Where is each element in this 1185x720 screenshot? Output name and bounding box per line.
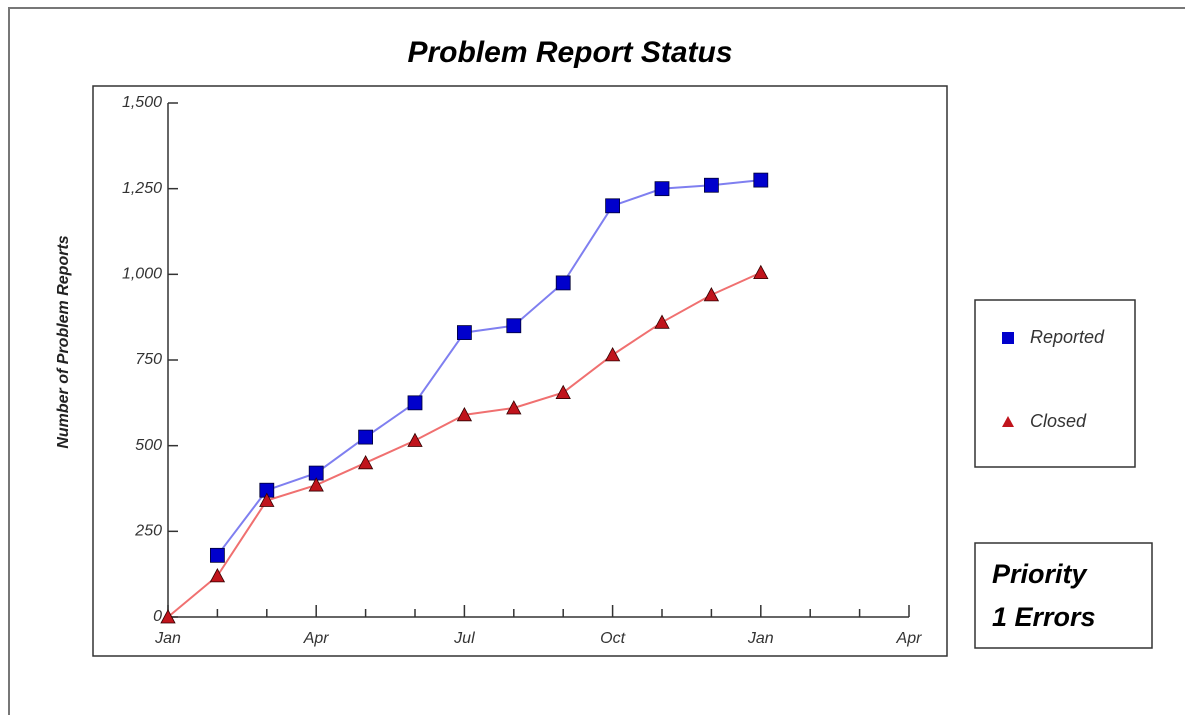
legend-label: Closed xyxy=(1030,411,1087,431)
y-tick-label: 750 xyxy=(135,351,162,368)
data-point xyxy=(209,547,225,563)
data-point xyxy=(654,314,670,329)
x-tick-label: Jan xyxy=(747,630,774,647)
y-tick-label: 1,000 xyxy=(122,266,162,283)
x-tick-label: Apr xyxy=(896,630,923,647)
y-axis-label: Number of Problem Reports xyxy=(55,235,72,448)
chart-title: Problem Report Status xyxy=(407,36,732,69)
data-point xyxy=(604,347,621,362)
x-tick-label: Jan xyxy=(154,630,181,647)
annotation-line: Priority xyxy=(992,559,1089,589)
annotation-line: 1 Errors xyxy=(992,602,1096,632)
data-point xyxy=(456,325,472,340)
data-point xyxy=(753,172,769,188)
series-line xyxy=(216,179,761,556)
y-tick-label: 250 xyxy=(134,523,162,540)
data-point xyxy=(753,264,769,280)
data-point xyxy=(357,454,374,470)
data-point xyxy=(160,609,176,624)
data-point xyxy=(703,287,720,302)
data-point xyxy=(308,477,324,492)
data-point xyxy=(605,198,620,214)
legend-label: Reported xyxy=(1030,327,1105,347)
legend-box xyxy=(974,299,1136,468)
data-point xyxy=(407,395,423,411)
data-point xyxy=(456,406,473,422)
data-point xyxy=(506,318,522,334)
data-point xyxy=(555,275,571,291)
legend-marker xyxy=(1002,332,1014,344)
data-point xyxy=(654,181,670,197)
x-tick-label: Jul xyxy=(453,630,475,647)
data-point xyxy=(704,177,719,193)
y-tick-label: 1,500 xyxy=(122,94,162,111)
data-point xyxy=(209,568,226,583)
plot-frame xyxy=(92,85,948,657)
x-tick-label: Oct xyxy=(600,630,625,647)
data-point xyxy=(555,384,571,399)
annotation-box xyxy=(974,542,1153,649)
y-tick-label: 1,250 xyxy=(122,180,162,197)
legend-marker xyxy=(1002,416,1014,427)
data-point xyxy=(358,429,374,445)
data-point xyxy=(506,400,522,415)
data-point xyxy=(259,492,275,507)
y-tick-label: 0 xyxy=(153,608,162,625)
x-tick-label: Apr xyxy=(303,630,330,647)
data-point xyxy=(407,432,423,447)
y-tick-label: 500 xyxy=(135,437,162,454)
